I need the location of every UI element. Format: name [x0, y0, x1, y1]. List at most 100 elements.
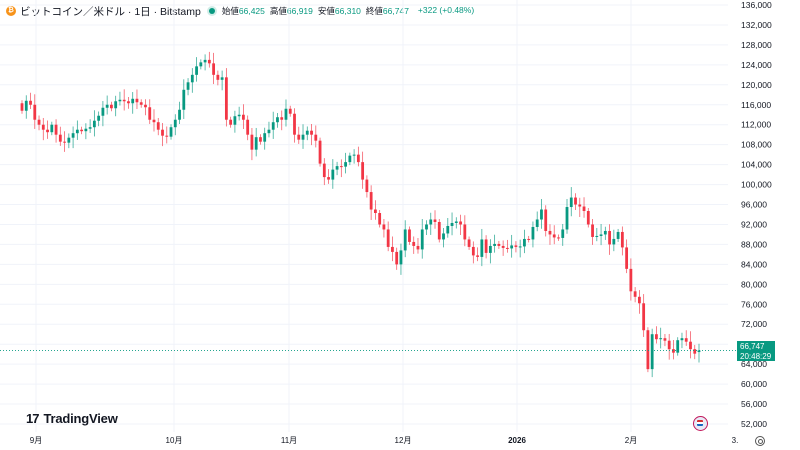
- candle: [24, 95, 28, 119]
- candle: [63, 131, 66, 152]
- candle: [595, 227, 599, 242]
- bar-countdown: 20:48:29: [740, 351, 772, 361]
- x-tick-label: 11月: [281, 436, 297, 445]
- candle: [646, 327, 650, 373]
- candle: [586, 208, 590, 228]
- candle: [135, 89, 139, 110]
- candle: [224, 68, 228, 127]
- candle: [114, 95, 118, 117]
- candle: [531, 221, 535, 248]
- candle: [484, 235, 488, 259]
- candle: [246, 115, 250, 141]
- y-tick-label: 92,000: [741, 219, 767, 229]
- close-value: 66,747: [382, 6, 409, 16]
- candle: [514, 241, 518, 253]
- candle: [399, 243, 403, 275]
- y-tick-label: 104,000: [741, 160, 772, 170]
- candle: [33, 94, 37, 129]
- y-tick-label: 52,000: [741, 419, 767, 429]
- candle: [480, 228, 484, 267]
- candle: [305, 126, 309, 141]
- open-label: 始値: [221, 6, 239, 16]
- candle: [301, 124, 305, 149]
- candle: [450, 212, 454, 236]
- candle: [391, 236, 394, 262]
- candle: [20, 100, 24, 114]
- candle: [471, 241, 475, 264]
- tradingview-logo[interactable]: 17 TradingView: [26, 411, 118, 426]
- candle: [54, 119, 58, 143]
- settings-icon[interactable]: [755, 436, 765, 446]
- candle: [190, 68, 194, 93]
- candle: [599, 223, 603, 246]
- candle: [335, 161, 339, 176]
- candle: [454, 217, 458, 229]
- candle: [693, 344, 697, 360]
- y-tick-label: 56,000: [741, 399, 767, 409]
- symbol-title[interactable]: ビットコイン／米ドル · 1日 · Bitstamp: [20, 5, 201, 18]
- candle: [659, 327, 663, 349]
- candle: [352, 149, 356, 164]
- candle: [46, 120, 49, 139]
- y-tick-label: 84,000: [741, 259, 767, 269]
- candle: [199, 59, 203, 70]
- x-tick-label: 9月: [30, 436, 42, 445]
- candle: [118, 91, 122, 106]
- candle: [365, 175, 369, 198]
- candle: [339, 159, 343, 178]
- candle: [254, 127, 258, 157]
- us-flag-icon[interactable]: [693, 416, 708, 431]
- candle: [92, 110, 96, 137]
- candle: [637, 290, 641, 314]
- x-tick-label: 10月: [166, 436, 183, 445]
- x-tick-label: 2026: [508, 436, 526, 445]
- x-tick-label: 12月: [395, 436, 412, 445]
- candle: [442, 227, 445, 248]
- candle: [263, 127, 267, 150]
- candle: [603, 226, 607, 240]
- candle: [544, 205, 548, 237]
- candle: [395, 247, 399, 270]
- candle: [276, 112, 279, 128]
- candle: [403, 220, 407, 258]
- candle: [510, 234, 514, 258]
- low-label: 安値: [317, 6, 335, 16]
- candle: [629, 258, 633, 301]
- x-tick-label: 2月: [625, 436, 637, 445]
- candle: [101, 101, 105, 127]
- candle: [548, 224, 552, 245]
- candle: [523, 229, 526, 254]
- candle: [161, 122, 164, 147]
- candle: [552, 225, 556, 245]
- candle: [569, 187, 573, 217]
- y-tick-label: 64,000: [741, 359, 767, 369]
- y-tick-label: 136,000: [741, 0, 772, 10]
- candle: [356, 146, 360, 167]
- high-label: 高値: [269, 6, 287, 16]
- candle: [233, 110, 237, 133]
- candle: [616, 228, 620, 242]
- candle: [446, 217, 450, 238]
- candle: [684, 330, 688, 346]
- candle: [348, 152, 352, 166]
- candle: [280, 110, 284, 131]
- candle: [467, 236, 471, 250]
- candle: [327, 169, 330, 184]
- candle: [535, 211, 539, 232]
- y-tick-label: 72,000: [741, 319, 767, 329]
- candle: [497, 240, 501, 249]
- candle: [314, 125, 318, 148]
- y-tick-label: 120,000: [741, 80, 772, 90]
- candle: [437, 218, 441, 243]
- candle: [242, 104, 245, 129]
- candle: [195, 57, 198, 82]
- candle: [386, 221, 390, 252]
- candle: [50, 121, 54, 136]
- candle: [267, 121, 271, 138]
- candle: [488, 239, 492, 264]
- candle: [667, 333, 671, 360]
- candle: [518, 239, 522, 258]
- candle: [331, 159, 335, 189]
- candle: [689, 331, 692, 359]
